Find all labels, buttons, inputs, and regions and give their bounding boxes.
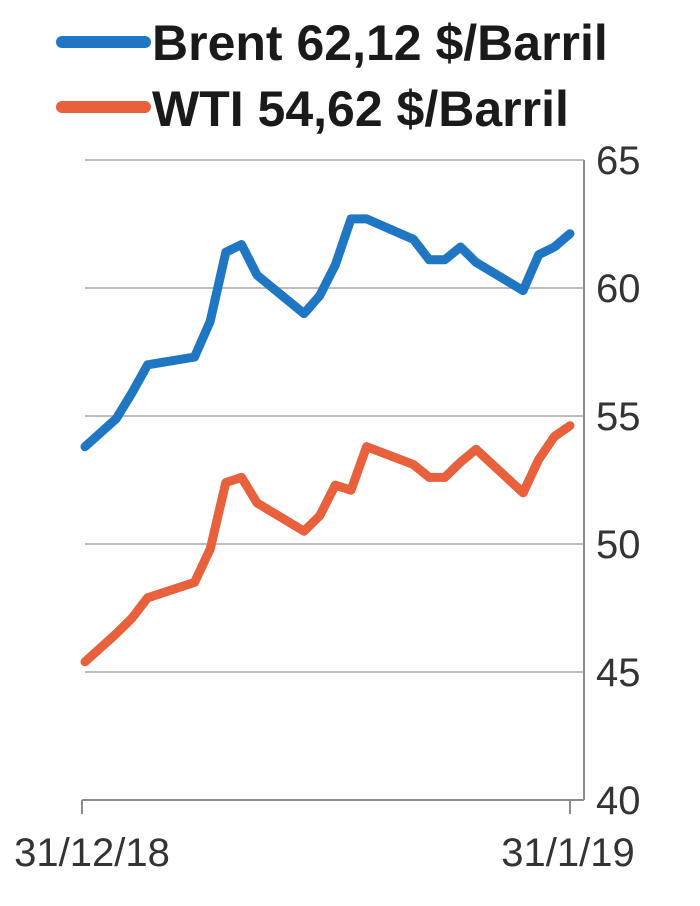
legend-label-wti: WTI 54,62 $/Barril <box>152 81 569 137</box>
gridlines <box>85 159 584 673</box>
series-line-brent <box>80 214 575 452</box>
y-tick-label-65: 65 <box>596 139 641 183</box>
y-axis-ticks: 40 45 50 55 60 65 <box>596 139 641 823</box>
x-tick-label-start: 31/12/18 <box>14 831 170 875</box>
legend: Brent 62,12 $/Barril WTI 54,62 $/Barril <box>56 15 608 137</box>
y-tick-label-45: 45 <box>596 651 641 695</box>
series-lines <box>80 214 575 667</box>
x-tick-label-end: 31/1/19 <box>501 831 634 875</box>
y-tick-label-40: 40 <box>596 779 641 823</box>
y-tick-label-60: 60 <box>596 267 641 311</box>
y-tick-label-55: 55 <box>596 395 641 439</box>
legend-label-brent: Brent 62,12 $/Barril <box>152 15 608 71</box>
legend-item-wti: WTI 54,62 $/Barril <box>56 81 569 137</box>
x-axis-ticks: 31/12/18 31/1/19 <box>14 831 635 875</box>
y-tick-label-50: 50 <box>596 523 641 567</box>
axes <box>81 160 585 814</box>
series-line-wti <box>80 421 575 667</box>
legend-item-brent: Brent 62,12 $/Barril <box>56 15 608 71</box>
